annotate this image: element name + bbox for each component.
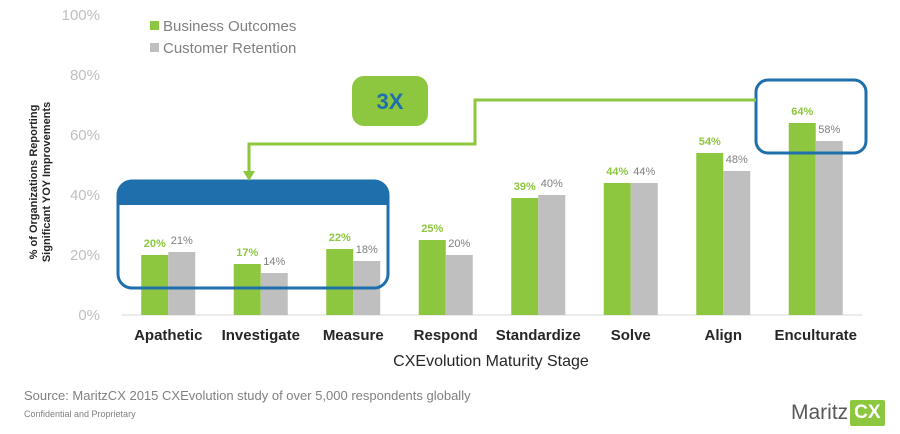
data-label: 20% [448,238,470,250]
comparison-connector [247,98,756,172]
bar-customer-retention [445,255,473,315]
value-labels: 20% 17% 22% 25% 39% 44% 54% 64% 21% 14% 18% 20% 40% 4… [144,106,841,268]
x-axis-title: CXEvolution Maturity Stage [393,353,589,370]
y-axis-title-line: Significant YOY Improvements [41,102,53,262]
highlight-box-header-fill [119,194,387,205]
legend-swatch [150,43,159,52]
y-axis-title: % of Organizations Reporting Significant … [28,102,53,262]
data-label: 39% [514,181,536,193]
bar-business-outcomes [418,240,446,315]
data-label: 25% [421,223,443,235]
bar-customer-retention [538,195,566,315]
y-tick-label: 20% [70,247,100,264]
data-label: 20% [144,238,166,250]
y-axis-title-line: % of Organizations Reporting [28,105,40,260]
multiplier-label: 3X [377,89,404,114]
data-label: 54% [699,136,721,148]
multiplier-badge [352,76,428,126]
y-tick-label: 80% [70,67,100,84]
bar-customer-retention [815,141,843,315]
legend-swatch [150,21,159,30]
legend-label: Business Outcomes [163,18,296,35]
bar-chart: % of Organizations Reporting Significant … [28,7,868,370]
brand-logo: Maritz CX [791,400,885,426]
data-label: 40% [541,178,563,190]
source-note: Source: MaritzCX 2015 CXEvolution study … [24,388,471,403]
x-tick-label: Solve [611,327,651,344]
y-tick-label: 0% [78,307,100,324]
data-label: 18% [356,244,378,256]
bar-customer-retention [168,252,196,315]
data-label: 58% [818,124,840,136]
bars [141,123,843,315]
x-tick-label: Standardize [496,327,581,344]
data-label: 17% [236,247,258,259]
y-tick-label: 40% [70,187,100,204]
bar-business-outcomes [511,198,539,315]
data-label: 14% [263,256,285,268]
low-maturity-highlight-box [116,179,390,290]
x-tick-label: Respond [414,327,478,344]
bar-business-outcomes [788,123,816,315]
y-tick-label: 60% [70,127,100,144]
bar-customer-retention [723,171,751,315]
y-tick-label: 100% [62,7,100,24]
bar-business-outcomes [141,255,169,315]
bar-business-outcomes [603,183,631,315]
data-label: 44% [606,166,628,178]
x-tick-label: Apathetic [134,327,202,344]
connector-arrowhead [243,171,255,181]
confidential-note: Confidential and Proprietary [24,409,136,419]
data-label: 21% [171,235,193,247]
brand-badge: CX [850,400,885,426]
bar-customer-retention [260,273,288,315]
bar-business-outcomes [696,153,724,315]
x-tick-label: Measure [323,327,384,344]
data-label: 64% [791,106,813,118]
data-label: 48% [726,154,748,166]
data-label: 44% [633,166,655,178]
y-axis-ticks: 0% 20% 40% 60% 80% 100% [62,7,100,324]
x-axis-ticks: Apathetic Investigate Measure Respond Standa… [134,327,857,344]
legend: Business Outcomes Customer Retention [150,18,296,57]
annotation: 3X [116,76,868,290]
x-tick-label: Investigate [222,327,300,344]
bar-customer-retention [630,183,658,315]
x-tick-label: Enculturate [774,327,857,344]
bar-business-outcomes [326,249,354,315]
brand-name: Maritz [791,401,849,424]
data-label: 22% [329,232,351,244]
enculturate-highlight-box [754,78,868,155]
legend-label: Customer Retention [163,40,296,57]
x-tick-label: Align [705,327,743,344]
